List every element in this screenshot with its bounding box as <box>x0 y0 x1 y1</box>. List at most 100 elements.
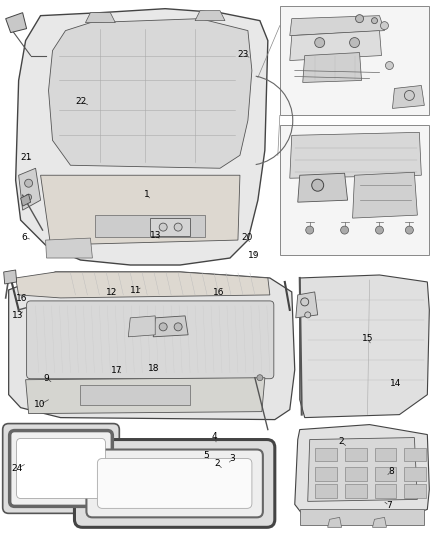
Text: 6: 6 <box>22 233 28 242</box>
Text: 13: 13 <box>12 311 24 320</box>
Polygon shape <box>300 275 429 417</box>
Polygon shape <box>49 19 252 168</box>
Bar <box>345 448 367 462</box>
Polygon shape <box>353 172 417 218</box>
Text: 19: 19 <box>248 252 260 260</box>
Text: 4: 4 <box>212 432 217 441</box>
FancyBboxPatch shape <box>17 439 106 498</box>
Bar <box>404 484 426 498</box>
Polygon shape <box>16 272 270 298</box>
FancyBboxPatch shape <box>74 440 275 527</box>
Polygon shape <box>303 53 361 83</box>
Circle shape <box>301 298 309 306</box>
Polygon shape <box>4 270 17 284</box>
Bar <box>374 484 396 498</box>
Text: 24: 24 <box>12 464 23 473</box>
Circle shape <box>404 91 414 100</box>
Polygon shape <box>85 13 115 22</box>
Circle shape <box>305 312 311 318</box>
Text: 2: 2 <box>214 459 219 467</box>
Polygon shape <box>308 438 417 502</box>
Text: 23: 23 <box>237 51 249 59</box>
Bar <box>345 467 367 481</box>
Circle shape <box>341 226 349 234</box>
Text: 15: 15 <box>362 334 373 343</box>
Bar <box>314 448 337 462</box>
Text: 13: 13 <box>150 231 162 240</box>
Polygon shape <box>153 316 188 337</box>
Text: 12: 12 <box>106 287 118 296</box>
Polygon shape <box>9 272 295 419</box>
Bar <box>374 467 396 481</box>
Text: 11: 11 <box>130 286 142 295</box>
Polygon shape <box>25 378 265 414</box>
Circle shape <box>174 223 182 231</box>
Circle shape <box>306 226 314 234</box>
Circle shape <box>25 194 32 200</box>
Polygon shape <box>372 518 386 527</box>
FancyBboxPatch shape <box>3 424 119 513</box>
Polygon shape <box>290 132 421 178</box>
Circle shape <box>25 179 32 187</box>
Polygon shape <box>41 175 240 245</box>
Polygon shape <box>298 173 348 202</box>
Circle shape <box>406 226 413 234</box>
FancyBboxPatch shape <box>86 449 263 518</box>
Bar <box>345 484 367 498</box>
Text: 10: 10 <box>34 400 46 409</box>
Bar <box>314 467 337 481</box>
Circle shape <box>174 323 182 331</box>
Polygon shape <box>328 518 342 527</box>
Text: 8: 8 <box>389 467 394 475</box>
Text: 17: 17 <box>111 366 122 375</box>
Text: 1: 1 <box>144 190 150 199</box>
Bar <box>280 6 429 116</box>
Circle shape <box>375 226 384 234</box>
Text: 16: 16 <box>16 294 28 303</box>
Bar <box>300 510 424 526</box>
Text: 9: 9 <box>44 374 49 383</box>
Circle shape <box>257 375 263 381</box>
Polygon shape <box>296 292 318 318</box>
Circle shape <box>381 22 389 30</box>
Circle shape <box>350 38 360 47</box>
Bar <box>404 467 426 481</box>
Polygon shape <box>195 11 225 21</box>
Text: 7: 7 <box>386 501 392 510</box>
Polygon shape <box>21 194 31 206</box>
FancyBboxPatch shape <box>27 301 274 379</box>
Circle shape <box>356 15 364 22</box>
Circle shape <box>312 179 324 191</box>
Text: 14: 14 <box>390 379 402 388</box>
Circle shape <box>371 18 378 23</box>
Text: 20: 20 <box>242 233 253 242</box>
Text: 5: 5 <box>203 451 209 460</box>
Circle shape <box>314 38 325 47</box>
FancyBboxPatch shape <box>10 431 112 506</box>
Bar <box>95 215 205 237</box>
Bar <box>81 385 190 405</box>
Text: 3: 3 <box>229 455 235 463</box>
Text: 18: 18 <box>148 364 159 373</box>
Bar <box>404 448 426 462</box>
Text: 16: 16 <box>213 287 225 296</box>
Bar <box>150 218 190 236</box>
Bar <box>314 484 337 498</box>
FancyBboxPatch shape <box>97 458 252 508</box>
Text: 2: 2 <box>339 438 344 447</box>
Polygon shape <box>392 85 424 108</box>
Polygon shape <box>290 30 381 61</box>
Bar <box>280 125 429 255</box>
Text: 21: 21 <box>20 153 32 162</box>
Polygon shape <box>19 168 41 210</box>
Circle shape <box>159 323 167 331</box>
Bar <box>374 448 396 462</box>
Polygon shape <box>295 425 429 519</box>
Polygon shape <box>16 9 268 265</box>
Circle shape <box>385 61 393 69</box>
Polygon shape <box>290 15 385 36</box>
Text: 22: 22 <box>76 97 87 106</box>
Circle shape <box>159 223 167 231</box>
Polygon shape <box>128 316 155 337</box>
Polygon shape <box>46 238 92 258</box>
